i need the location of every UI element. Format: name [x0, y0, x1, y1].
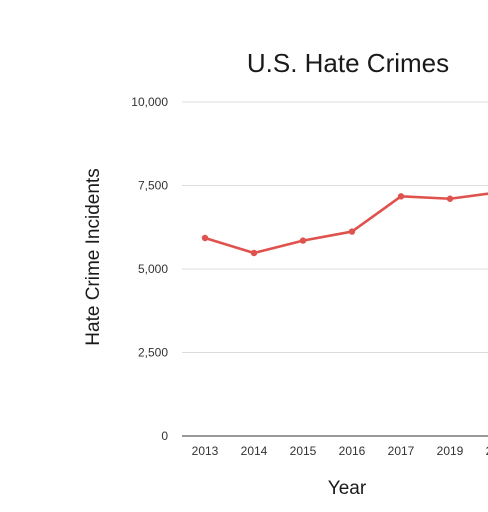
y-tick-label: 7,500: [138, 179, 168, 193]
y-tick-label: 5,000: [138, 262, 168, 276]
series-group: [201, 192, 488, 257]
data-point: [250, 249, 258, 257]
data-point: [397, 193, 405, 200]
x-tick-label: 2019: [437, 444, 464, 458]
y-tick-label: 10,000: [131, 95, 168, 109]
x-tick-label: 2014: [241, 444, 268, 458]
y-axis-ticks: 0 2,500 5,000 7,500 10,000: [131, 95, 168, 443]
x-axis-ticks: 2013 2014 2015 2016 2017 2019 2020: [192, 444, 488, 458]
data-point: [201, 234, 209, 242]
x-tick-label: 2020: [486, 444, 488, 458]
x-tick-label: 2017: [388, 444, 415, 458]
y-axis-title: Hate Crime Incidents: [83, 168, 104, 345]
gridlines: [182, 101, 488, 437]
y-tick-label: 2,500: [138, 346, 168, 360]
data-point: [348, 228, 356, 235]
y-tick-label: 0: [161, 429, 168, 443]
x-tick-label: 2015: [290, 444, 317, 458]
series-line: [203, 192, 488, 255]
data-point: [446, 195, 454, 202]
x-axis-title: Year: [328, 478, 367, 499]
chart-title: U.S. Hate Crimes: [247, 48, 449, 78]
data-point: [299, 237, 307, 244]
x-tick-label: 2013: [192, 444, 219, 458]
x-tick-label: 2016: [339, 444, 366, 458]
